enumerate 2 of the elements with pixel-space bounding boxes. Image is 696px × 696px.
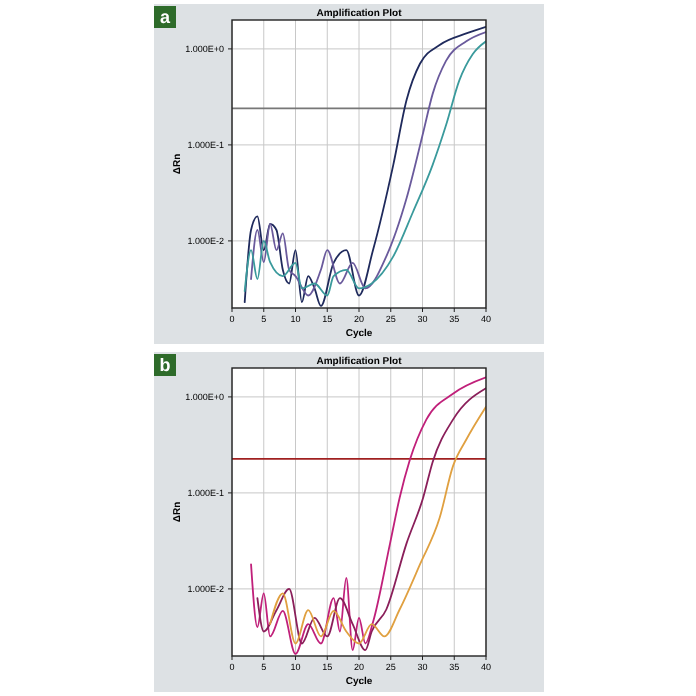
text: b (159, 355, 172, 375)
text: a (159, 7, 172, 27)
